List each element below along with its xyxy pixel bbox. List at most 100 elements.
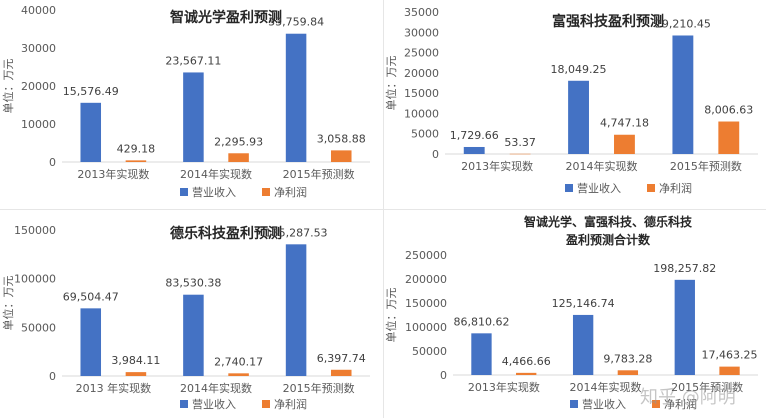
data-label: 9,783.28 [603,352,652,365]
y-axis-label: 单位：万元 [1,59,15,114]
bar-profit [614,134,635,154]
bar-revenue [568,80,589,154]
y-tick-label: 0 [49,156,56,169]
y-tick-label: 0 [440,369,447,382]
data-label: 198,257.82 [653,262,716,275]
y-tick-label: 25000 [404,47,439,60]
legend-label-profit: 净利润 [659,181,692,195]
legend-swatch-revenue [570,400,578,408]
y-axis-label: 单位：万元 [384,56,398,111]
y-tick-label: 20000 [404,67,439,80]
panel-divider-horizontal [0,209,766,210]
bar-revenue [471,333,492,375]
bar-profit [228,373,249,376]
bar-profit [125,160,147,162]
legend-swatch-revenue [180,188,188,196]
y-tick-label: 30000 [404,26,439,39]
data-label: 2,740.17 [214,355,263,368]
data-label: 17,463.25 [702,349,758,362]
chart-title: 智诚光学、富强科技、德乐科技 [523,214,693,229]
x-category-label: 2014年实现数 [180,167,252,181]
legend: 营业收入 净利润 [565,181,692,195]
data-label: 18,049.25 [551,63,607,76]
data-label: 23,567.11 [165,54,221,67]
x-category-label: 2013年实现数 [468,380,540,394]
data-label: 6,397.74 [317,352,366,365]
bar-profit [330,369,352,376]
y-tick-label: 5000 [411,128,439,141]
x-category-label: 2015年预测数 [283,167,355,181]
y-tick-label: 150000 [14,224,56,237]
bar-profit [718,121,740,154]
data-label: 29,210.45 [655,17,711,30]
y-tick-label: 10000 [21,118,56,131]
y-axis-label: 单位：万元 [1,276,15,331]
legend: 营业收入 净利润 [180,397,307,411]
bar-revenue [674,279,695,375]
bar-revenue [285,244,307,376]
legend-swatch-revenue [180,400,188,408]
x-category-label: 2013年实现数 [77,167,149,181]
data-label: 429.18 [117,142,156,155]
data-label: 86,810.62 [453,315,509,328]
y-axis-label: 单位：万元 [384,288,398,343]
x-category-label: 2014年实现数 [570,380,642,394]
y-tick-label: 0 [49,370,56,383]
data-label: 33,759.84 [268,16,324,29]
chart-panel-fuqiang: 富强科技盈利预测单位：万元 0 5000 10000 15000 20000 25000 30… [383,0,766,209]
x-category-label: 2014年实现数 [566,159,638,173]
y-tick-label: 50000 [21,321,56,334]
y-tick-label: 250000 [405,249,447,262]
legend-label-revenue: 营业收入 [192,397,236,411]
x-category-label: 2015年预测数 [671,380,743,394]
y-tick-label: 20000 [21,80,56,93]
bar-profit [509,153,531,155]
legend: 营业收入 净利润 [180,185,307,199]
bar-profit [719,366,740,375]
chart-panel-zhicheng: 智诚光学盈利预测 单位：万元 0 10000 20000 30000 40000 15,576… [0,0,383,209]
x-category-label: 2015年预测数 [283,381,355,395]
y-tick-label: 100000 [14,273,56,286]
y-tick-label: 10000 [404,107,439,120]
chart-title: 智诚光学盈利预测 [169,9,282,26]
legend-label-revenue: 营业收入 [577,181,621,195]
y-tick-label: 15000 [404,87,439,100]
legend-swatch-profit [262,400,270,408]
legend-label-revenue: 营业收入 [582,397,626,411]
chart-panel-dele: 德乐科技盈利预测单位：万元 0 50000 100000 150000 69,504.47… [0,210,383,418]
bar-revenue [80,308,102,376]
x-category-label: 2013年实现数 [461,159,533,173]
y-tick-label: 50000 [412,345,447,358]
y-tick-label: 150000 [405,297,447,310]
y-tick-label: 30000 [21,42,56,55]
chart-title: 富强科技盈利预测 [552,13,664,30]
legend-swatch-profit [262,188,270,196]
x-category-label: 2013 年实现数 [76,381,152,395]
data-label: 2,295.93 [214,135,263,148]
data-label: 135,287.53 [265,226,328,239]
bar-profit [516,372,537,375]
data-label: 4,747.18 [600,117,649,130]
bar-revenue [572,314,594,375]
legend-label-revenue: 营业收入 [192,185,236,199]
y-tick-label: 200000 [405,273,447,286]
data-label: 4,466.66 [502,355,551,368]
y-tick-label: 35000 [404,6,439,19]
bar-revenue [463,146,485,154]
data-label: 3,058.88 [317,132,366,145]
data-label: 53.37 [504,136,536,149]
bar-revenue [183,72,204,162]
data-label: 69,504.47 [63,290,119,303]
bar-profit [617,370,639,375]
watermark-text: 知乎 @阿明 [640,387,736,408]
chart-title: 德乐科技盈利预测 [170,225,282,242]
data-label: 83,530.38 [165,277,221,290]
chart-panel-combined: 智诚光学、富强科技、德乐科技 盈利预测合计数 单位：万元 0 50000 100000 15… [383,210,766,418]
bar-profit [125,372,147,376]
bar-revenue [183,294,204,376]
y-tick-label: 0 [432,148,439,161]
